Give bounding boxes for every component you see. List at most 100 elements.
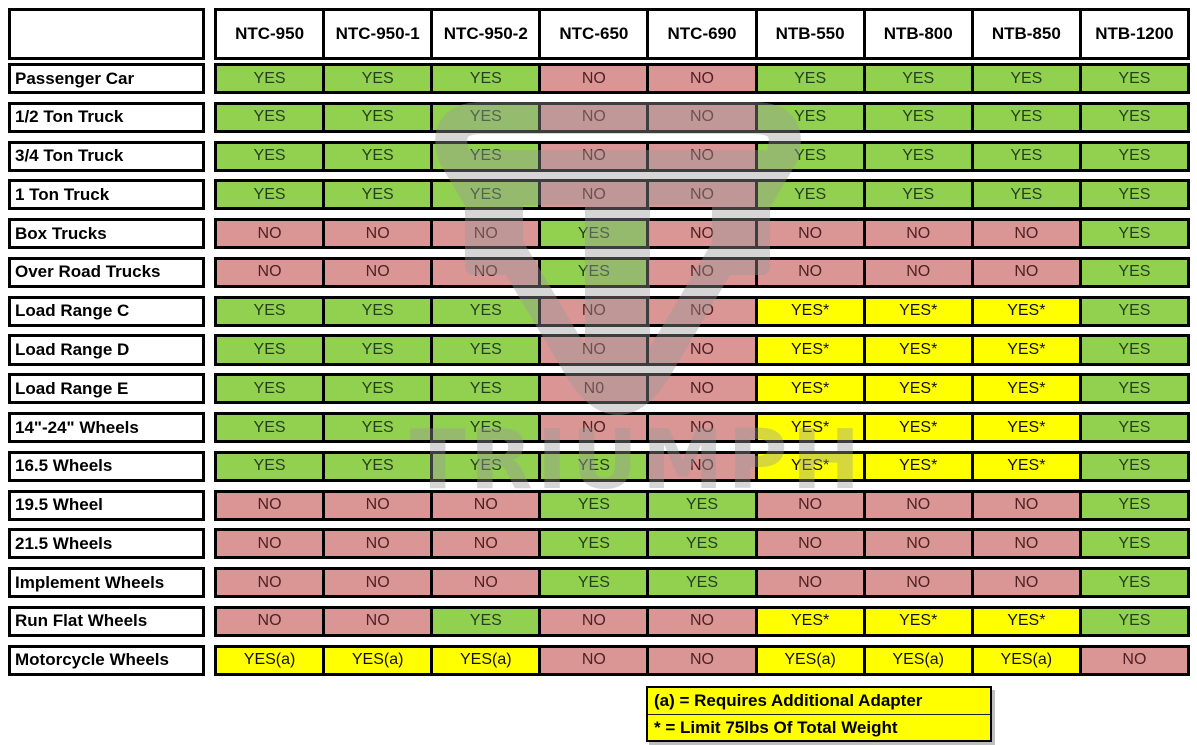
matrix-cell: YES bbox=[430, 179, 542, 211]
row-label: Implement Wheels bbox=[8, 567, 205, 599]
column-header: NTC-650 bbox=[538, 8, 650, 60]
matrix-cell: NO bbox=[646, 605, 758, 638]
matrix-cell: YES* bbox=[862, 412, 974, 444]
row-label: 14"-24" Wheels bbox=[8, 412, 205, 444]
matrix-cell: YES bbox=[754, 63, 866, 95]
matrix-cell: YES* bbox=[754, 334, 866, 366]
matrix-cell: NO bbox=[322, 256, 434, 288]
row-cells: NO NO NO YES YES NO NO NO YES bbox=[214, 567, 1190, 599]
matrix-cell: NO bbox=[754, 218, 866, 250]
matrix-cell: NO bbox=[322, 528, 434, 560]
row-label: Load Range D bbox=[8, 334, 205, 366]
legend-line-weight: * = Limit 75lbs Of Total Weight bbox=[648, 714, 990, 740]
matrix-cell: YES bbox=[754, 101, 866, 133]
matrix-cell: NO bbox=[646, 295, 758, 327]
matrix-cell: NO bbox=[646, 218, 758, 250]
matrix-cell: NO bbox=[646, 63, 758, 95]
matrix-cell: YES bbox=[538, 567, 650, 599]
table-row: Motorcycle Wheels YES(a) YES(a) YES(a) NO NO Y… bbox=[8, 644, 1190, 676]
matrix-cell: YES bbox=[1078, 567, 1190, 599]
matrix-cell: YES* bbox=[754, 373, 866, 405]
matrix-cell: YES bbox=[214, 179, 326, 211]
column-gap bbox=[205, 218, 214, 249]
column-gap bbox=[205, 373, 214, 404]
matrix-cell: YES bbox=[322, 101, 434, 133]
row-cells: NO NO NO YES YES NO NO NO YES bbox=[214, 489, 1190, 521]
column-header: NTC-950-2 bbox=[430, 8, 542, 60]
matrix-cell: NO bbox=[646, 450, 758, 482]
matrix-cell: NO bbox=[1078, 644, 1190, 676]
matrix-cell: YES bbox=[430, 63, 542, 95]
matrix-cell: NO bbox=[538, 63, 650, 95]
matrix-cell: YES bbox=[1078, 295, 1190, 327]
matrix-cell: YES bbox=[1078, 63, 1190, 95]
matrix-cell: NO bbox=[214, 528, 326, 560]
table-row: Box Trucks NO NO NO YES NO NO NO NO YES bbox=[8, 218, 1190, 250]
column-header: NTC-950 bbox=[214, 8, 326, 60]
matrix-cell: YES* bbox=[970, 295, 1082, 327]
matrix-cell: NO bbox=[214, 218, 326, 250]
matrix-cell: NO bbox=[754, 567, 866, 599]
matrix-cell: YES* bbox=[862, 295, 974, 327]
matrix-cell: YES bbox=[1078, 412, 1190, 444]
matrix-cell: YES bbox=[430, 412, 542, 444]
matrix-cell: YES bbox=[1078, 218, 1190, 250]
matrix-cell: NO bbox=[862, 218, 974, 250]
column-gap bbox=[205, 296, 214, 327]
matrix-cell: NO bbox=[862, 528, 974, 560]
matrix-cell: NO bbox=[646, 101, 758, 133]
matrix-cell: YES bbox=[646, 528, 758, 560]
matrix-cell: NO bbox=[538, 295, 650, 327]
column-header: NTB-850 bbox=[970, 8, 1082, 60]
column-gap bbox=[205, 334, 214, 365]
matrix-cell: YES bbox=[322, 373, 434, 405]
column-header: NTB-1200 bbox=[1078, 8, 1190, 60]
row-cells: YES YES YES NO NO YES* YES* YES* YES bbox=[214, 334, 1190, 366]
matrix-cell: YES bbox=[322, 334, 434, 366]
row-label: Motorcycle Wheels bbox=[8, 644, 205, 676]
matrix-cell: YES bbox=[430, 295, 542, 327]
matrix-cell: YES bbox=[970, 179, 1082, 211]
table-row: 1/2 Ton Truck YES YES YES NO NO YES YES YES YES bbox=[8, 101, 1190, 133]
matrix-cell: YES bbox=[646, 567, 758, 599]
matrix-cell: NO bbox=[970, 489, 1082, 521]
matrix-cell: YES bbox=[538, 256, 650, 288]
matrix-cell: YES bbox=[430, 605, 542, 638]
matrix-cell: YES bbox=[646, 489, 758, 521]
row-cells: YES YES YES NO NO YES* YES* YES* YES bbox=[214, 412, 1190, 444]
header-row: NTC-950 NTC-950-1 NTC-950-2 NTC-650 NTC-690 N… bbox=[8, 8, 1190, 60]
matrix-cell: YES* bbox=[970, 373, 1082, 405]
matrix-cell: NO bbox=[214, 489, 326, 521]
column-gap bbox=[205, 490, 214, 521]
table-row: Passenger Car YES YES YES NO NO YES YES YES YES bbox=[8, 63, 1190, 95]
row-cells: YES YES YES N0 NO YES* YES* YES* YES bbox=[214, 373, 1190, 405]
matrix-cell: YES bbox=[214, 412, 326, 444]
matrix-cell: YES bbox=[214, 450, 326, 482]
matrix-cell: YES bbox=[538, 489, 650, 521]
matrix-cell: NO bbox=[754, 528, 866, 560]
matrix-cell: NO bbox=[322, 567, 434, 599]
row-label: Box Trucks bbox=[8, 218, 205, 250]
matrix-cell: NO bbox=[538, 334, 650, 366]
matrix-cell: YES bbox=[1078, 140, 1190, 172]
matrix-cell: YES bbox=[538, 528, 650, 560]
row-cells: NO NO YES NO NO YES* YES* YES* YES bbox=[214, 605, 1190, 638]
matrix-cell: YES bbox=[1078, 334, 1190, 366]
row-label: Load Range E bbox=[8, 373, 205, 405]
matrix-cell: NO bbox=[862, 567, 974, 599]
matrix-cell: YES* bbox=[862, 450, 974, 482]
matrix-cell: NO bbox=[970, 256, 1082, 288]
matrix-cell: YES bbox=[214, 295, 326, 327]
table-row: Over Road Trucks NO NO NO YES NO NO NO NO YES bbox=[8, 256, 1190, 288]
row-label: Run Flat Wheels bbox=[8, 605, 205, 638]
row-cells: YES YES YES NO NO YES YES YES YES bbox=[214, 63, 1190, 95]
matrix-cell: YES bbox=[538, 218, 650, 250]
matrix-cell: NO bbox=[970, 528, 1082, 560]
matrix-cell: NO bbox=[322, 489, 434, 521]
corner-cell bbox=[8, 8, 205, 60]
matrix-cell: NO bbox=[646, 334, 758, 366]
matrix-cell: YES bbox=[970, 140, 1082, 172]
row-cells: YES(a) YES(a) YES(a) NO NO YES(a) YES(a) YES(a)… bbox=[214, 644, 1190, 676]
matrix-cell: NO bbox=[646, 373, 758, 405]
matrix-cell: NO bbox=[754, 489, 866, 521]
